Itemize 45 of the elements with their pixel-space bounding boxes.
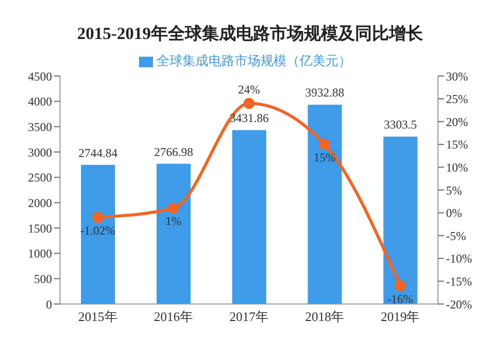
y-tick-label: 4000 [28, 94, 52, 109]
data-label: 2744.84 [78, 146, 118, 160]
bar [232, 130, 266, 304]
data-label: 1% [165, 214, 182, 228]
y-tick-label: 2000 [28, 196, 52, 210]
y2-tick-label: -15% [446, 274, 472, 288]
data-label: -16% [387, 292, 414, 306]
data-label: 24% [238, 82, 260, 96]
y-tick-label: 500 [34, 272, 52, 286]
y-tick-label: 2500 [28, 170, 52, 185]
x-tick-label: 2019年 [380, 309, 420, 324]
x-tick-label: 2016年 [154, 309, 193, 324]
data-label: 3303.5 [384, 118, 417, 132]
data-label: 3932.88 [305, 86, 344, 100]
bar [308, 104, 342, 304]
y-tick-label: 3000 [28, 145, 52, 160]
y2-tick-label: -20% [446, 297, 472, 312]
y-tick-label: 1000 [28, 246, 52, 261]
y-tick-label: 4500 [28, 69, 52, 84]
y2-tick-label: 10% [446, 160, 468, 174]
y2-tick-label: 30% [446, 69, 468, 84]
point [92, 212, 104, 223]
legend-label: 全球集成电路市场规模（亿美元） [156, 53, 352, 68]
y2-tick-label: -10% [446, 252, 472, 266]
y2-tick-label: 20% [446, 114, 468, 129]
bar [383, 136, 418, 304]
y2-tick-label: -5% [446, 228, 466, 243]
y2-tick-label: 25% [446, 92, 468, 106]
bar [156, 164, 191, 304]
bar [81, 164, 115, 304]
x-tick-label: 2015年 [78, 309, 118, 324]
data-label: 2766.98 [154, 144, 194, 159]
y2-tick-label: 0% [446, 206, 462, 220]
chart-title: 2015-2019年全球集成电路市场规模及同比增长 [76, 23, 424, 44]
point [319, 138, 330, 150]
y-tick-label: 1500 [28, 221, 52, 236]
point [168, 202, 179, 214]
x-tick-label: 2018年 [305, 309, 344, 324]
y-tick-label: 3500 [28, 120, 52, 134]
y2-tick-label: 5% [446, 183, 462, 198]
y2-tick-label: 15% [446, 138, 468, 152]
x-tick-label: 2017年 [230, 309, 268, 324]
point [394, 280, 406, 292]
point [244, 98, 254, 109]
y-tick-label: 0 [46, 297, 52, 312]
